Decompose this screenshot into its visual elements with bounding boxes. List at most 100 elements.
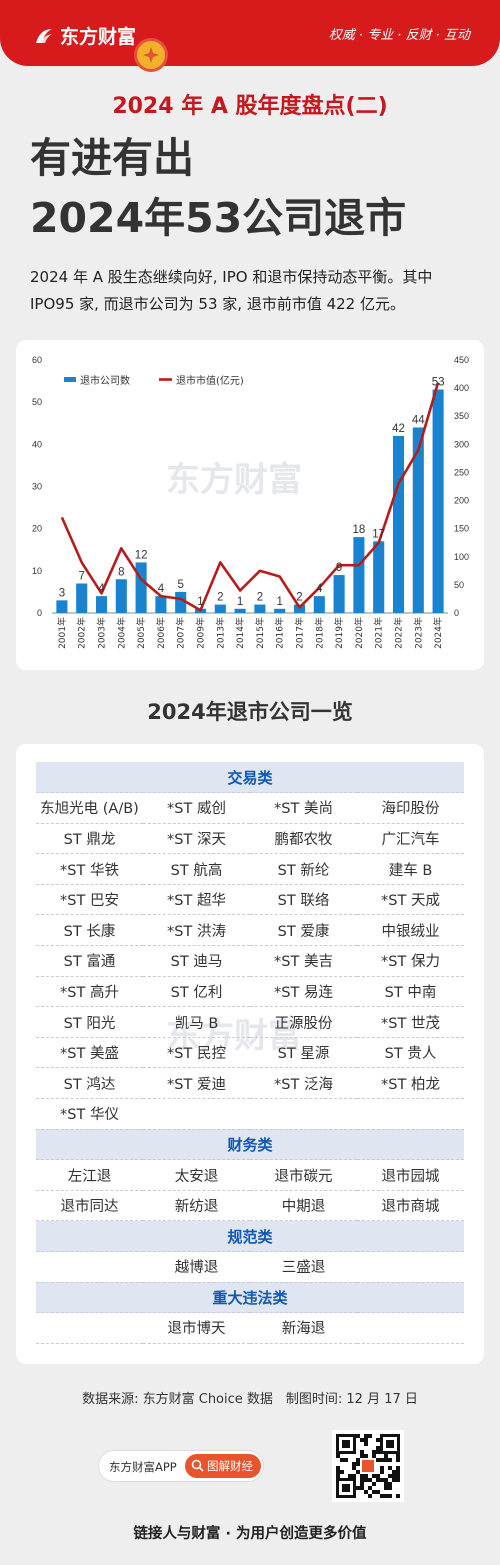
x-tick-label: 2006年 (155, 617, 167, 649)
company-table: 交易类 东旭光电 (A/B) *ST 威创 *ST 美尚 海印股份 ST 鼎龙 *ST 深天… (36, 762, 464, 1344)
y-right-tick-label: 150 (454, 524, 469, 534)
company-cell: *ST 美盛 (36, 1037, 143, 1069)
company-cell: *ST 世茂 (357, 1006, 464, 1038)
company-cell: 退市博天 (143, 1312, 250, 1344)
company-cell: ST 爱康 (250, 914, 357, 947)
bar-data-label: 4 (316, 583, 323, 595)
brand-logo: 东方财富 (34, 22, 136, 49)
company-cell: *ST 深天 (143, 823, 250, 855)
x-tick-label: 2024年 (432, 617, 444, 649)
bar-data-label: 53 (432, 377, 445, 389)
table-row: *ST 华仪 (36, 1098, 464, 1130)
company-cell: *ST 洪涛 (143, 914, 250, 947)
bar-data-label: 4 (98, 583, 105, 595)
x-tick-label: 2002年 (76, 617, 88, 649)
legend-bar-swatch (64, 377, 76, 382)
x-tick-label: 2017年 (294, 617, 306, 649)
category-row: 重大违法类 (36, 1282, 464, 1314)
bar (155, 596, 167, 613)
company-cell: *ST 柏龙 (357, 1067, 464, 1100)
company-cell: 建车 B (357, 853, 464, 885)
company-cell: 鹏都农牧 (250, 823, 357, 855)
bar (353, 537, 365, 613)
x-tick-label: 2013年 (214, 617, 226, 649)
empty-cell (357, 1251, 464, 1283)
company-cell: ST 联络 (250, 884, 357, 916)
coin-icon (134, 38, 168, 72)
category-row: 交易类 (36, 762, 464, 794)
company-cell: *ST 超华 (143, 884, 250, 916)
y-right-tick-label: 250 (454, 467, 469, 477)
bar-data-label: 8 (118, 566, 124, 578)
app-name: 东方财富APP (109, 1460, 177, 1474)
intro-paragraph: 2024 年 A 股生态继续向好, IPO 和退市保持动态平衡。其中 IPO95… (30, 268, 433, 313)
table-row: 左江退 太安退 退市碳元 退市园城 (36, 1159, 464, 1191)
x-tick-label: 2014年 (234, 617, 246, 649)
company-cell: ST 阳光 (36, 1006, 143, 1038)
company-cell: *ST 泛海 (250, 1067, 357, 1100)
company-cell: 越博退 (143, 1251, 250, 1283)
search-icon (191, 1459, 204, 1472)
table-row: ST 阳光 凯马 B 正源股份 *ST 世茂 (36, 1006, 464, 1038)
bar (412, 427, 424, 613)
bar (214, 604, 226, 613)
company-cell: *ST 巴安 (36, 884, 143, 916)
x-tick-label: 2001年 (56, 617, 68, 649)
company-cell: 正源股份 (250, 1006, 357, 1038)
bar (56, 600, 68, 613)
bar-data-label: 42 (392, 423, 405, 435)
company-cell: 东旭光电 (A/B) (36, 792, 143, 824)
company-cell: *ST 美尚 (250, 792, 357, 824)
category-row: 规范类 (36, 1220, 464, 1252)
watermark: 东方财富 (166, 460, 302, 500)
table-row: ST 富通 ST 迪马 *ST 美吉 *ST 保力 (36, 945, 464, 977)
company-cell: 中银绒业 (357, 914, 464, 947)
y-right-tick-label: 400 (454, 383, 469, 393)
company-cell: *ST 天成 (357, 884, 464, 916)
company-cell: 太安退 (143, 1159, 250, 1191)
x-tick-label: 2009年 (195, 617, 207, 649)
bar (293, 604, 306, 613)
company-cell: ST 亿利 (143, 976, 250, 1008)
company-cell: ST 星源 (250, 1037, 357, 1069)
company-cell: 凯马 B (143, 1006, 250, 1038)
list-title: 2024年退市公司一览 (147, 700, 353, 724)
delisting-chart: 0 10 20 30 40 50 60 0 50 100 150 200 250 300 350 400 450… (32, 355, 469, 649)
y-left-tick-label: 30 (32, 482, 42, 492)
table-row: 东旭光电 (A/B) *ST 威创 *ST 美尚 海印股份 (36, 792, 464, 824)
qr-code[interactable] (332, 1430, 404, 1502)
app-button[interactable]: 图解财经 (185, 1454, 261, 1478)
bar-data-label: 2 (217, 592, 223, 604)
x-tick-label: 2003年 (96, 617, 108, 649)
company-cell: *ST 威创 (143, 792, 250, 824)
company-cell: *ST 易连 (250, 976, 357, 1008)
brand-logo-icon (36, 28, 52, 43)
y-right-tick-label: 0 (454, 608, 459, 618)
bar-data-label: 3 (59, 587, 65, 599)
bar-data-label: 44 (412, 414, 425, 426)
company-cell: *ST 保力 (357, 945, 464, 977)
company-cell: ST 中南 (357, 976, 464, 1008)
x-tick-label: 2005年 (135, 617, 147, 649)
x-tick-label: 2018年 (313, 617, 325, 649)
y-left-tick-label: 60 (32, 355, 42, 365)
y-right-tick-label: 200 (454, 496, 469, 506)
title-line-2: 2024年53公司退市 (30, 194, 407, 242)
company-cell: ST 长康 (36, 914, 143, 947)
bar (234, 608, 246, 613)
company-cell: ST 贵人 (357, 1037, 464, 1069)
company-cell: ST 迪马 (143, 945, 250, 977)
x-tick-label: 2019年 (333, 617, 345, 649)
company-cell: *ST 爱迪 (143, 1067, 250, 1100)
table-row: 退市同达 新纺退 中期退 退市商城 (36, 1190, 464, 1222)
x-tick-label: 2023年 (412, 617, 424, 649)
company-cell: 新海退 (250, 1312, 357, 1344)
company-cell: ST 鼎龙 (36, 823, 143, 855)
bar-data-label: 4 (158, 583, 165, 595)
bar-data-label: 1 (276, 596, 282, 608)
company-cell: *ST 民控 (143, 1037, 250, 1069)
bar (254, 604, 266, 613)
bar (76, 583, 88, 613)
brand-name: 东方财富 (60, 26, 137, 48)
company-cell: 退市碳元 (250, 1159, 357, 1191)
